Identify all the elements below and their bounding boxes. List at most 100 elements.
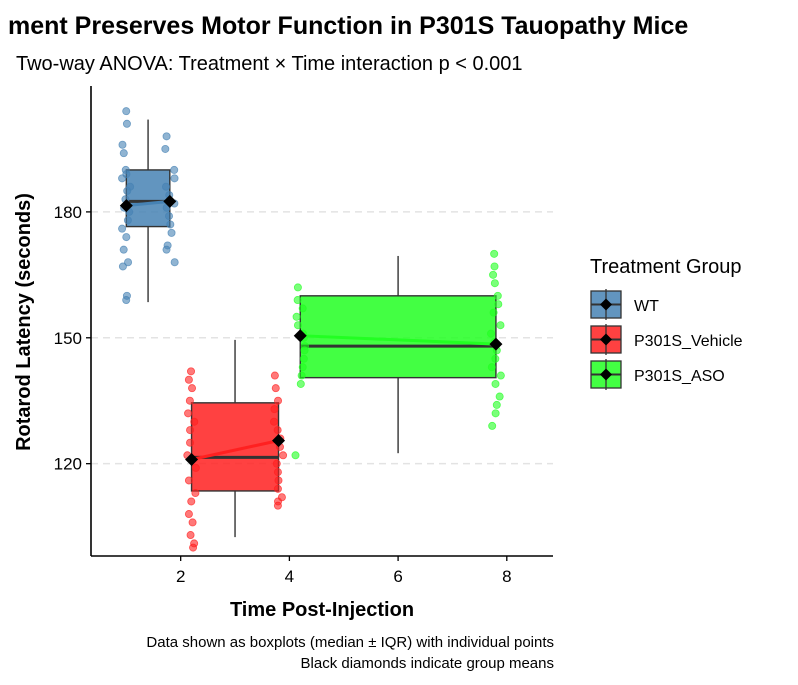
data-point [190, 417, 199, 426]
y-tick-label: 150 [54, 329, 82, 348]
data-point [186, 531, 195, 540]
data-point [185, 396, 194, 405]
mean-diamond [119, 199, 133, 213]
data-point [188, 518, 197, 527]
data-point [191, 489, 200, 498]
data-point [273, 501, 282, 510]
data-point [184, 510, 193, 519]
caption-line-1: Data shown as boxplots (median ± IQR) wi… [146, 634, 554, 651]
mean-trend-line [300, 334, 496, 346]
legend-key-diamond [600, 333, 612, 346]
legend-title: Treatment Group [590, 256, 742, 278]
chart-title: ment Preserves Motor Function in P301S T… [8, 12, 688, 40]
x-tick-label: 4 [285, 567, 294, 586]
x-axis-title: Time Post-Injection [230, 599, 414, 621]
y-axis-title: Rotarod Latency (seconds) [13, 193, 35, 451]
data-point [122, 296, 131, 305]
data-point [270, 371, 279, 380]
x-tick-label: 8 [502, 567, 511, 586]
data-point [271, 384, 280, 393]
data-point [492, 400, 501, 409]
data-point [273, 468, 282, 477]
data-point [496, 321, 505, 330]
data-point [274, 476, 283, 485]
mean-trend-line [191, 439, 279, 461]
data-point [291, 451, 300, 460]
legend-key-diamond [600, 368, 612, 381]
data-point [184, 476, 193, 485]
legend-key-diamond [600, 298, 612, 311]
data-point [293, 321, 302, 330]
data-point [118, 174, 127, 183]
data-point [296, 379, 305, 388]
data-point [274, 396, 283, 405]
mean-diamond [185, 452, 199, 466]
data-point [122, 119, 131, 128]
data-point [293, 296, 302, 305]
mean-diamond [163, 194, 177, 208]
y-tick-label: 180 [54, 203, 82, 222]
data-point [161, 144, 170, 153]
data-point [493, 291, 502, 300]
data-point [166, 220, 175, 229]
legend-item: WT [590, 289, 659, 320]
data-point [496, 371, 505, 380]
series-wt [118, 107, 179, 305]
mean-diamond [489, 337, 503, 351]
data-point [184, 409, 193, 418]
data-point [162, 182, 171, 191]
data-point [186, 426, 195, 435]
box [190, 402, 280, 492]
data-point [299, 354, 308, 363]
data-point [272, 459, 281, 468]
mean-diamond [293, 329, 307, 343]
data-point [124, 258, 133, 267]
data-point [184, 375, 193, 384]
data-point [491, 379, 500, 388]
legend-item: P301S_ASO [590, 359, 725, 390]
data-point [491, 354, 500, 363]
y-tick-label: 120 [54, 455, 82, 474]
data-point [293, 283, 302, 292]
data-point [279, 451, 288, 460]
data-point [187, 367, 196, 376]
x-tick-label: 6 [393, 567, 402, 586]
data-point [162, 132, 171, 141]
data-point [188, 384, 197, 393]
data-point [489, 308, 498, 317]
data-point [489, 270, 498, 279]
data-point [123, 216, 132, 225]
series-p301s-aso [291, 249, 505, 460]
data-point [491, 409, 500, 418]
mean-trend-line [126, 199, 170, 208]
data-point [269, 417, 278, 426]
axes: 120 150 180 2 4 6 8 [54, 86, 553, 586]
chart-subtitle: Two-way ANOVA: Treatment × Time interact… [16, 53, 523, 75]
data-point [162, 245, 171, 254]
legend-label: P301S_ASO [634, 368, 725, 385]
box [125, 169, 171, 228]
data-point [297, 371, 306, 380]
data-point [486, 329, 495, 338]
data-point [170, 165, 179, 174]
data-point [191, 463, 200, 472]
legend-label: WT [634, 298, 659, 315]
data-point [300, 346, 309, 355]
data-point [490, 249, 499, 258]
data-point [118, 224, 127, 233]
data-point [170, 258, 179, 267]
data-point [273, 484, 282, 493]
data-point [292, 312, 301, 321]
series-p301s-vehicle [183, 339, 288, 552]
data-point [118, 262, 127, 271]
data-point [273, 426, 282, 435]
data-point [487, 363, 496, 372]
data-point [490, 262, 499, 271]
data-point [494, 300, 503, 309]
data-point [122, 107, 131, 116]
x-tick-label: 2 [176, 567, 185, 586]
data-point [490, 279, 499, 288]
data-point [170, 174, 179, 183]
data-point [167, 228, 176, 237]
